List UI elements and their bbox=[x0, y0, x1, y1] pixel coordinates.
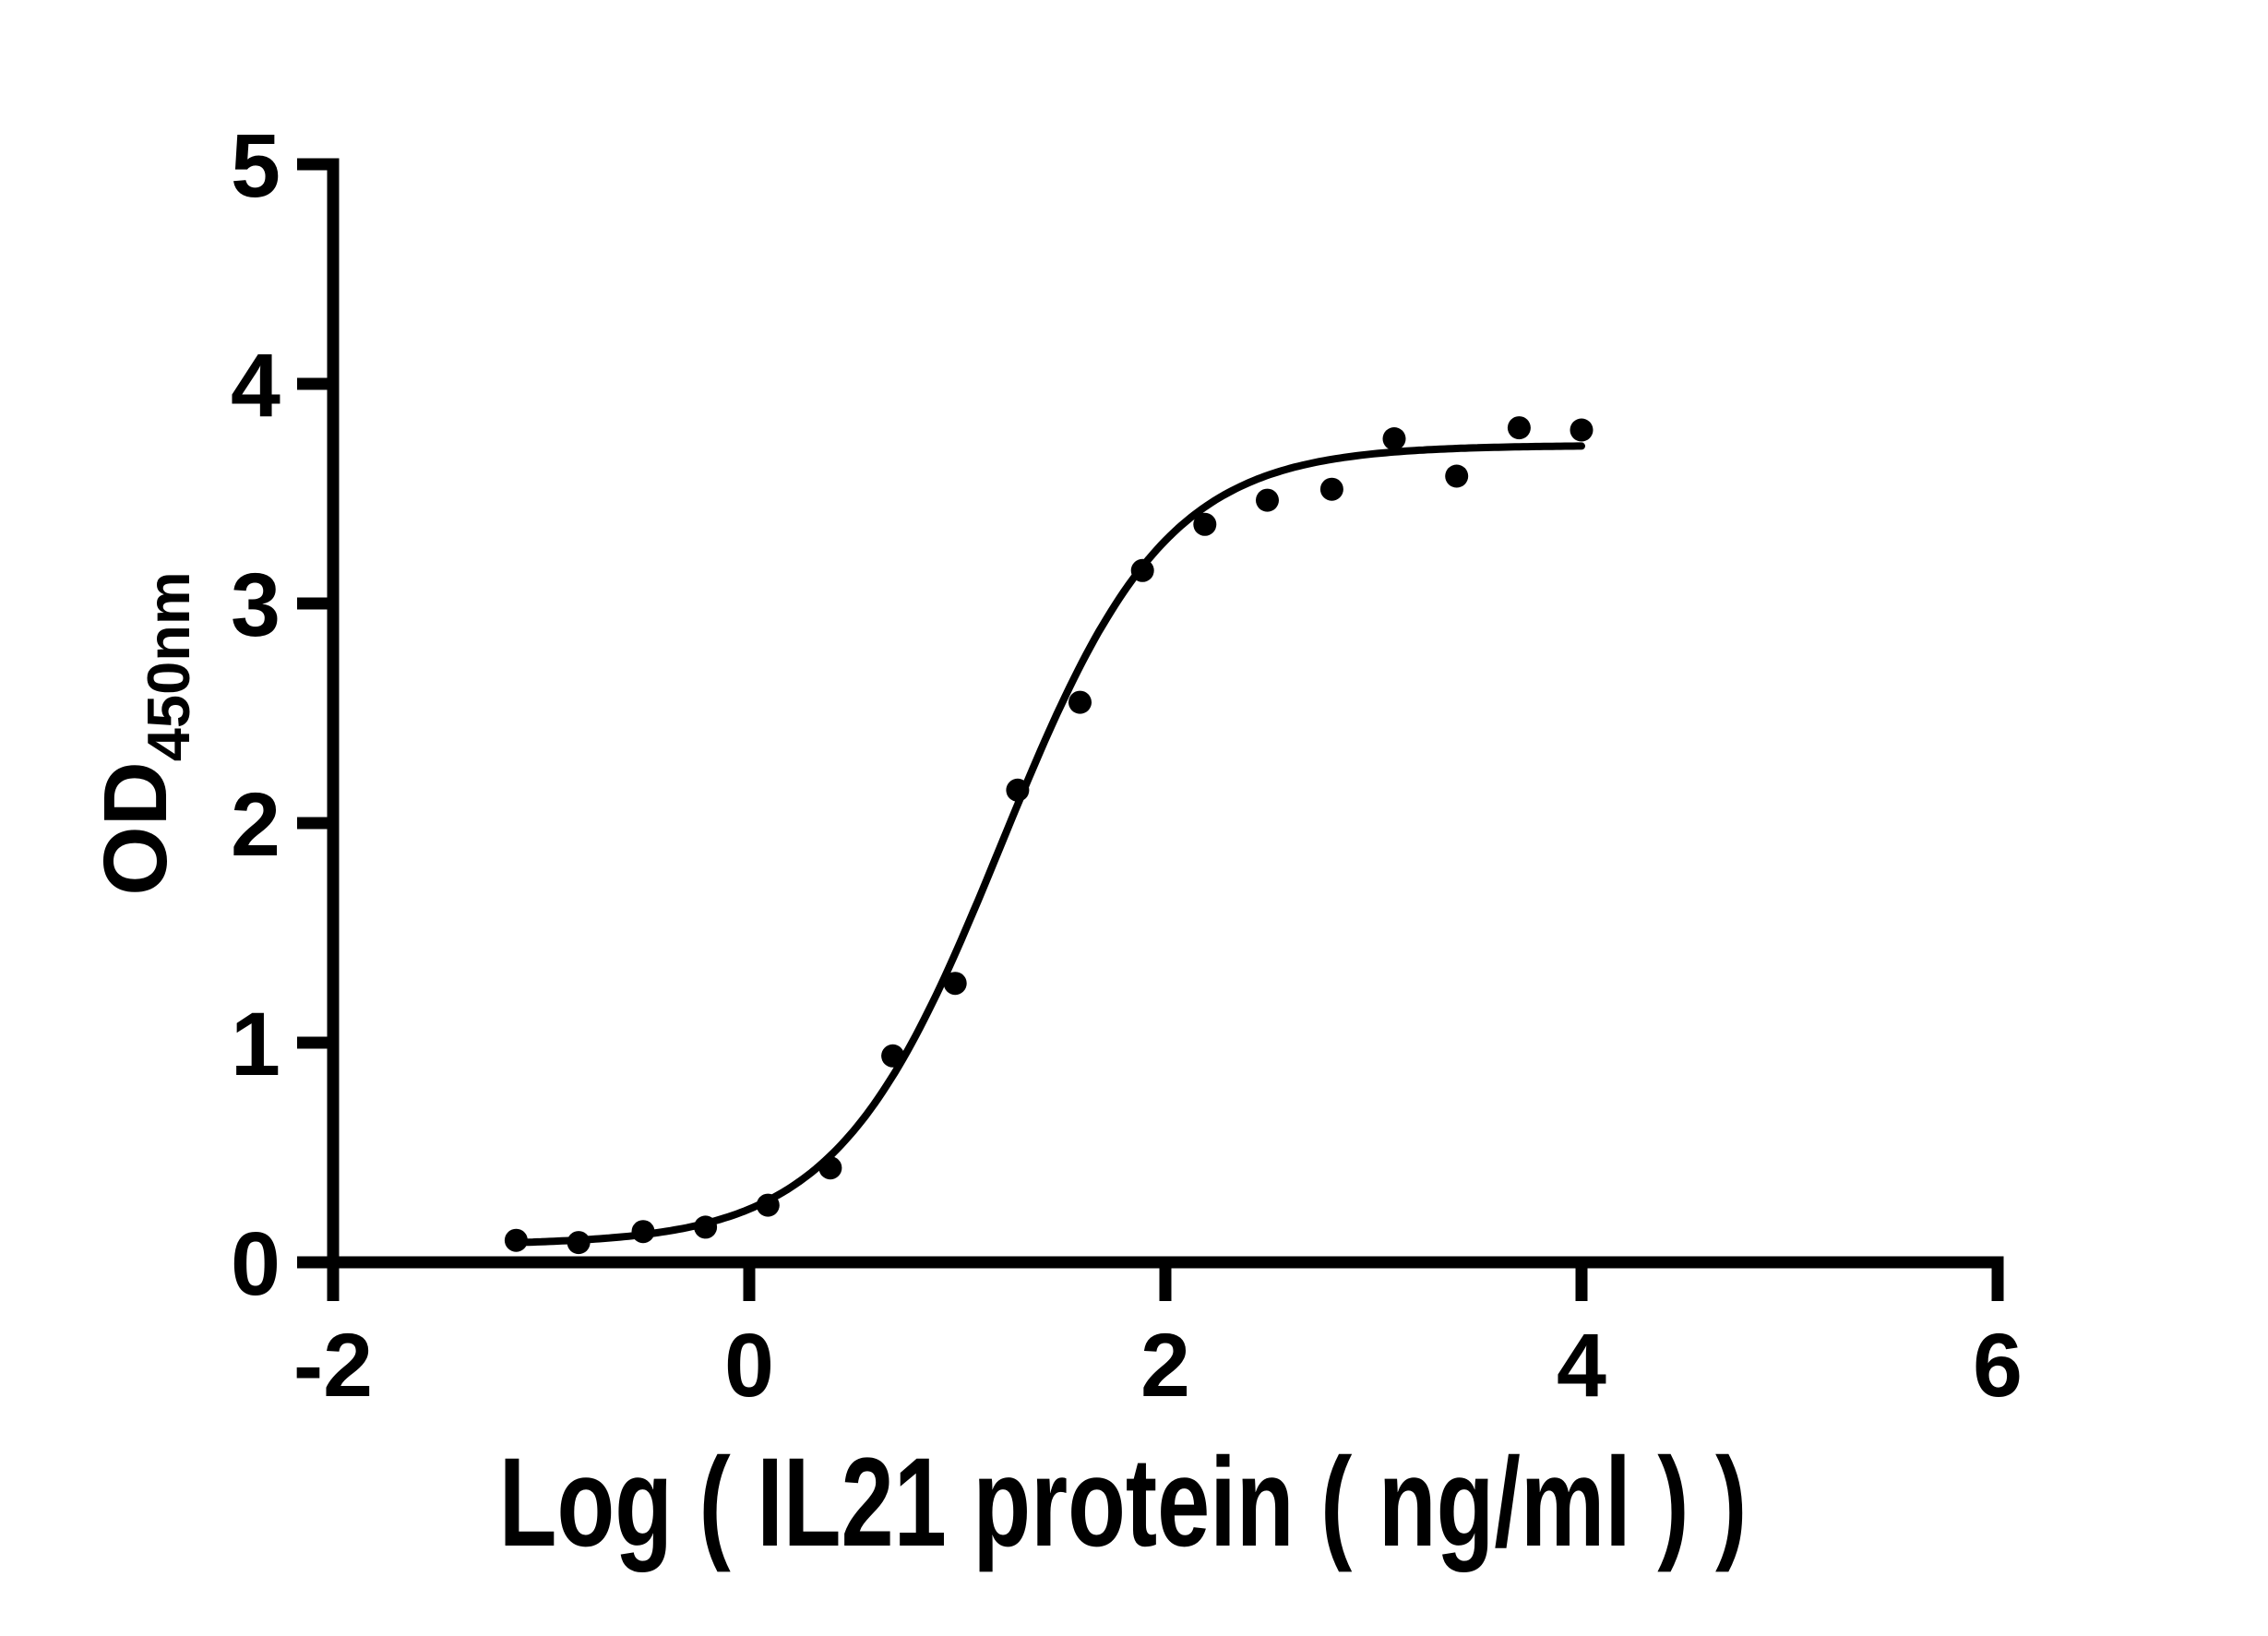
y-tick-label: 3 bbox=[231, 555, 281, 655]
y-tick-label: 4 bbox=[231, 335, 281, 436]
data-point bbox=[1445, 464, 1469, 488]
data-point bbox=[504, 1228, 528, 1252]
data-point bbox=[1319, 477, 1343, 501]
x-axis-title: Log ( IL21 protein ( ng/ml ) ) bbox=[499, 1431, 1748, 1573]
y-tick-label: 5 bbox=[231, 115, 281, 216]
data-point bbox=[756, 1193, 780, 1217]
x-tick-label: -2 bbox=[293, 1315, 373, 1415]
x-tick-label: 4 bbox=[1557, 1315, 1606, 1415]
data-point bbox=[1256, 488, 1279, 512]
data-point bbox=[1068, 690, 1092, 714]
y-tick-label: 2 bbox=[231, 774, 281, 875]
data-point bbox=[1570, 418, 1594, 442]
x-tick-label: 6 bbox=[1973, 1315, 2023, 1415]
y-axis-title: OD450nm bbox=[85, 571, 202, 895]
data-point bbox=[943, 972, 967, 996]
data-point bbox=[694, 1215, 718, 1239]
data-point bbox=[1006, 778, 1030, 802]
y-axis-title-main: OD bbox=[85, 761, 185, 896]
data-point bbox=[818, 1156, 842, 1180]
y-tick-label: 0 bbox=[231, 1213, 281, 1314]
x-tick-label: 2 bbox=[1140, 1315, 1190, 1415]
data-point bbox=[567, 1231, 591, 1255]
data-point bbox=[1382, 427, 1406, 450]
data-point bbox=[1507, 416, 1531, 440]
fit-curve bbox=[512, 442, 1585, 1247]
data-point bbox=[631, 1220, 655, 1244]
data-point bbox=[1193, 512, 1217, 536]
x-tick-label: 0 bbox=[724, 1315, 774, 1415]
data-point bbox=[881, 1044, 905, 1068]
y-tick-label: 1 bbox=[231, 994, 281, 1094]
y-axis-title-subscript: 450nm bbox=[135, 571, 202, 761]
data-point bbox=[1130, 558, 1154, 582]
